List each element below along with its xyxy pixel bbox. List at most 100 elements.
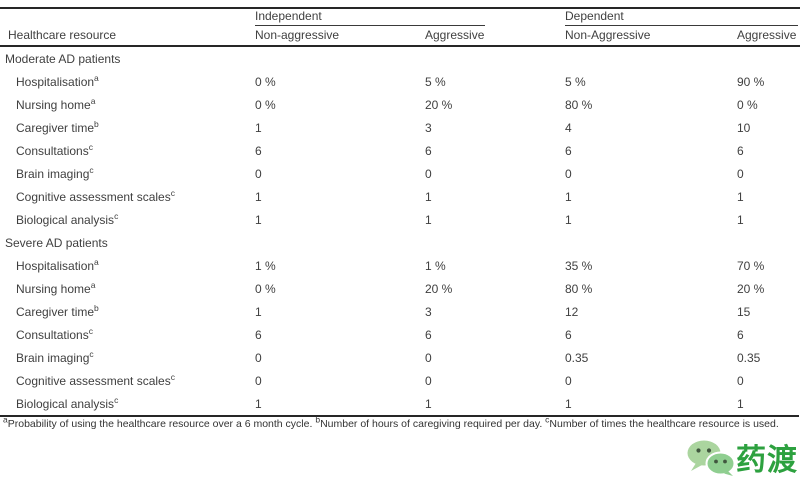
value-cell: 6 [255,143,262,158]
row-label: Cognitive assessment scalesc [16,371,175,388]
value-cell: 6 [737,327,744,342]
value-cell: 6 [255,327,262,342]
value-cell: 1 [737,396,744,411]
value-cell: 0 [255,166,262,181]
row-label: Consultationsc [16,141,93,158]
value-cell: 80 % [565,97,593,112]
value-cell: 70 % [737,258,765,273]
value-cell: 3 [425,304,432,319]
value-cell: 1 [565,396,572,411]
group-independent: Independent [255,9,565,26]
row-label: Hospitalisationa [16,72,99,89]
table-row: Biological analysisc 1 1 1 1 [0,392,800,415]
table-body: Moderate AD patients Hospitalisationa 0 % 5… [0,47,800,415]
table-row: Caregiver timeb 1 3 12 15 [0,300,800,323]
row-label: Caregiver timeb [16,118,99,135]
table-row: Nursing homea 0 % 20 % 80 % 0 % [0,93,800,116]
section-header-row: Severe AD patients [0,231,800,254]
row-label: Hospitalisationa [16,256,99,273]
value-cell: 20 % [737,281,765,296]
value-cell: 0.35 [565,350,589,365]
section-header-row: Moderate AD patients [0,47,800,70]
table-row: Biological analysisc 1 1 1 1 [0,208,800,231]
wechat-chat-bubbles-icon [686,440,736,481]
value-cell: 12 [565,304,579,319]
row-label: Cognitive assessment scalesc [16,187,175,204]
value-cell: 1 [565,212,572,227]
row-label: Consultationsc [16,325,93,342]
empty-group-cell [0,9,255,26]
value-cell: 4 [565,120,572,135]
value-cell: 20 % [425,281,453,296]
col-header-resource: Healthcare resource [8,28,117,42]
row-label: Biological analysisc [16,210,119,227]
value-cell: 0.35 [737,350,761,365]
table-row: Caregiver timeb 1 3 4 10 [0,116,800,139]
section-title: Severe AD patients [5,235,108,250]
table-row: Cognitive assessment scalesc 0 0 0 0 [0,369,800,392]
value-cell: 0 % [737,97,758,112]
value-cell: 1 [255,120,262,135]
healthcare-resource-table: Independent Dependent Healthcare resourc… [0,7,800,431]
value-cell: 0 [425,373,432,388]
value-cell: 1 [737,212,744,227]
value-cell: 6 [737,143,744,158]
value-cell: 1 [255,212,262,227]
row-label: Brain imagingc [16,164,94,181]
value-cell: 1 % [425,258,446,273]
value-cell: 0 [737,166,744,181]
row-label: Brain imagingc [16,348,94,365]
value-cell: 0 [565,373,572,388]
value-cell: 0 [565,166,572,181]
value-cell: 3 [425,120,432,135]
value-cell: 6 [425,327,432,342]
value-cell: 0 [255,373,262,388]
col-header-dependent-aggressive: Aggressive [737,28,797,42]
group-dependent: Dependent [565,9,800,26]
row-label: Nursing homea [16,279,96,296]
table-footnote: aProbability of using the healthcare res… [0,415,799,431]
table-top-rule [0,7,800,9]
value-cell: 6 [565,143,572,158]
section-title: Moderate AD patients [5,51,121,66]
value-cell: 15 [737,304,751,319]
table-row: Brain imagingc 0 0 0.35 0.35 [0,346,800,369]
row-label: Biological analysisc [16,394,119,411]
table-row: Consultationsc 6 6 6 6 [0,323,800,346]
col-header-dependent-nonaggressive: Non-Aggressive [565,28,651,42]
table-row: Nursing homea 0 % 20 % 80 % 20 % [0,277,800,300]
watermark-logo: 药渡 [686,440,798,481]
value-cell: 1 % [255,258,276,273]
value-cell: 0 [425,166,432,181]
value-cell: 0 [425,350,432,365]
value-cell: 6 [565,327,572,342]
value-cell: 0 % [255,97,276,112]
value-cell: 10 [737,120,751,135]
value-cell: 1 [255,304,262,319]
value-cell: 5 % [425,74,446,89]
group-dependent-label: Dependent [565,9,798,26]
row-label: Nursing homea [16,95,96,112]
table-row: Consultationsc 6 6 6 6 [0,139,800,162]
value-cell: 0 % [255,74,276,89]
value-cell: 1 [565,189,572,204]
col-header-independent-nonaggressive: Non-aggressive [255,28,340,42]
value-cell: 1 [737,189,744,204]
value-cell: 0 % [255,281,276,296]
table-row: Cognitive assessment scalesc 1 1 1 1 [0,185,800,208]
value-cell: 1 [425,189,432,204]
value-cell: 0 [737,373,744,388]
value-cell: 90 % [737,74,765,89]
value-cell: 1 [425,212,432,227]
table-row: Brain imagingc 0 0 0 0 [0,162,800,185]
column-header-row: Healthcare resource Non-aggressive Aggre… [0,25,800,47]
value-cell: 80 % [565,281,593,296]
value-cell: 1 [255,189,262,204]
column-group-header-row: Independent Dependent [0,9,800,26]
value-cell: 0 [255,350,262,365]
table-row: Hospitalisationa 1 % 1 % 35 % 70 % [0,254,800,277]
table-row: Hospitalisationa 0 % 5 % 5 % 90 % [0,70,800,93]
value-cell: 5 % [565,74,586,89]
col-header-independent-aggressive: Aggressive [425,28,485,42]
